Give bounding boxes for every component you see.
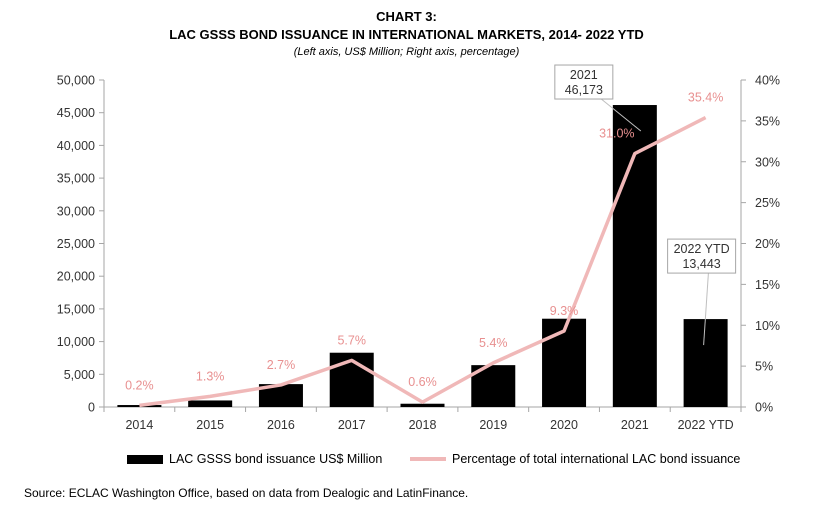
line-data-label: 5.7% [337, 333, 366, 347]
x-axis-tick-label: 2014 [125, 418, 153, 432]
callout-label-line1: 2022 YTD [674, 242, 730, 256]
right-axis-tick-label: 15% [755, 278, 780, 292]
x-axis-tick-label: 2017 [338, 418, 366, 432]
x-axis-tick-label: 2018 [409, 418, 437, 432]
left-axis-tick-label: 40,000 [57, 139, 95, 153]
x-axis-tick-label: 2019 [479, 418, 507, 432]
line-data-label: 9.3% [550, 304, 579, 318]
left-axis-tick-label: 50,000 [57, 74, 95, 88]
legend-swatch-line [410, 457, 446, 461]
left-axis-tick-label: 35,000 [57, 172, 95, 186]
left-axis-tick-label: 10,000 [57, 335, 95, 349]
callout-label-line1: 2021 [570, 68, 598, 82]
x-axis-tick-label: 2022 YTD [678, 418, 734, 432]
legend-item-line: Percentage of total international LAC bo… [410, 452, 740, 466]
right-axis-tick-label: 35% [755, 114, 780, 128]
line-data-label: 31.0% [599, 127, 634, 141]
left-axis-tick-label: 30,000 [57, 204, 95, 218]
chart-title-line2: LAC GSSS BOND ISSUANCE IN INTERNATIONAL … [169, 27, 644, 42]
series-line [139, 116, 707, 408]
legend-label-bars: LAC GSSS bond issuance US$ Million [169, 452, 383, 466]
legend-item-bars: LAC GSSS bond issuance US$ Million [127, 452, 382, 466]
line-data-label: 0.6% [408, 375, 437, 389]
line-data-label: 5.4% [479, 336, 508, 350]
callout-box [667, 238, 737, 274]
line-data-label: 35.4% [688, 91, 723, 105]
x-axis-tick-label: 2020 [550, 418, 578, 432]
line-data-label: 2.7% [267, 358, 296, 372]
bar [117, 405, 162, 407]
bar [188, 400, 233, 407]
callout-pointer [600, 98, 642, 132]
bar [400, 403, 445, 407]
line-data-label: 1.3% [196, 369, 225, 383]
left-axis-tick-label: 45,000 [57, 106, 95, 120]
right-axis-tick-label: 0% [755, 401, 773, 415]
callout-label-line2: 46,173 [565, 83, 603, 97]
right-axis-tick-label: 10% [755, 319, 780, 333]
right-axis-tick-label: 5% [755, 360, 773, 374]
legend-label-line: Percentage of total international LAC bo… [452, 452, 741, 466]
x-axis-tick-label: 2021 [621, 418, 649, 432]
right-axis-tick-label: 20% [755, 237, 780, 251]
x-axis-tick-label: 2015 [196, 418, 224, 432]
line-data-label: 0.2% [125, 378, 154, 392]
right-axis-tick-label: 40% [755, 74, 780, 88]
bar [683, 319, 728, 407]
left-axis-tick-label: 25,000 [57, 237, 95, 251]
chart-subtitle: (Left axis, US$ Million; Right axis, per… [293, 46, 520, 58]
bar [258, 384, 303, 407]
chart-title-line1: CHART 3: [376, 9, 437, 24]
left-axis-tick-label: 20,000 [57, 270, 95, 284]
callout-label-line2: 13,443 [682, 257, 720, 271]
right-axis-tick-label: 30% [755, 155, 780, 169]
right-axis-tick-label: 25% [755, 196, 780, 210]
left-axis-tick-label: 15,000 [57, 302, 95, 316]
callout-pointer [703, 273, 709, 346]
source-note: Source: ECLAC Washington Office, based o… [24, 486, 469, 500]
left-axis-tick-label: 5,000 [64, 368, 95, 382]
bar [542, 318, 587, 407]
left-axis-tick-label: 0 [88, 401, 95, 415]
legend-swatch-bar [127, 454, 163, 464]
x-axis-tick-label: 2016 [267, 418, 295, 432]
callout-box [554, 64, 614, 100]
bar [612, 105, 657, 408]
